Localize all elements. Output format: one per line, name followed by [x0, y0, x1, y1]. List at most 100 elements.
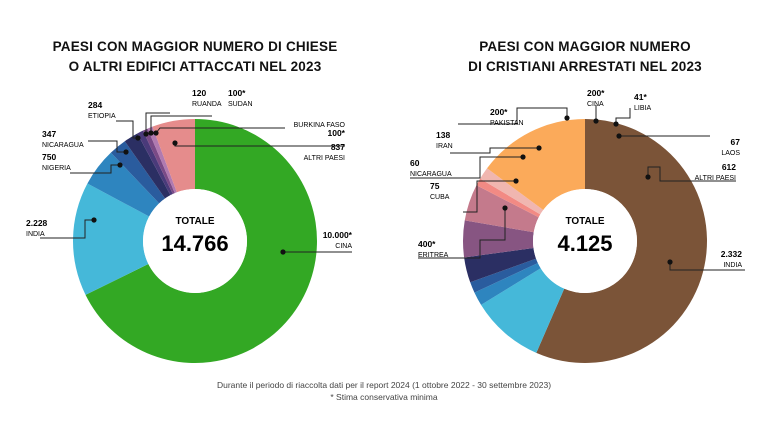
label-value-cuba: 75 [430, 181, 440, 191]
slice-iran [464, 248, 537, 283]
label-value-nicaragua: 347 [42, 129, 56, 139]
label-value-eritrea: 400* [418, 239, 436, 249]
slice-cuba [474, 262, 541, 305]
leader-line-india [40, 219, 94, 239]
label-name-cuba: CUBA [430, 194, 450, 201]
footnote-star: * Stima conservativa minima [330, 392, 438, 402]
slice-nicaragua [470, 258, 538, 293]
leader-dot-burkina-faso [153, 130, 159, 136]
label-name-eritrea: ERITREA [418, 252, 449, 259]
leader-line-nicaragua [410, 156, 523, 179]
label-name-cina: CINA [335, 243, 352, 250]
label-value-nigeria: 750 [42, 152, 56, 162]
slice-burkina-faso [147, 126, 177, 194]
donut-hole [143, 189, 247, 293]
donut-hole [533, 189, 637, 293]
slice-etiopia [124, 133, 171, 199]
total-value: 4.125 [557, 231, 612, 256]
total-label: TOTALE [175, 216, 214, 227]
leader-dot-eritrea [502, 205, 508, 211]
label-value-etiopia: 284 [88, 100, 102, 110]
slice-sudan [142, 128, 175, 194]
footnote: Durante il periodo di riaccolta dati per… [216, 380, 552, 390]
label-value-sudan: 100* [228, 88, 246, 98]
chart1-title-line1: PAESI CON MAGGIOR NUMERO DI CHIESE [52, 39, 338, 54]
label-name-nicaragua: NICARAGUA [410, 171, 452, 178]
label-name-nicaragua: NICARAGUA [42, 142, 84, 149]
leader-dot-libia [613, 121, 619, 127]
total-value: 14.766 [161, 231, 228, 256]
leader-line-nicaragua [88, 140, 126, 153]
label-name-burkina-faso: BURKINA FASO [294, 122, 346, 129]
leader-dot-cina [593, 118, 599, 124]
leader-line-libia [615, 108, 631, 124]
leader-dot-ruanda [143, 131, 149, 137]
label-value-burkina-faso: 100* [328, 128, 346, 138]
chart1-title-line2: O ALTRI EDIFICI ATTACCATI NEL 2023 [68, 59, 322, 74]
label-value-cina: 10.000* [323, 230, 353, 240]
leader-dot-altri-paesi [645, 174, 651, 180]
chart1-title: PAESI CON MAGGIOR NUMERO DI CHIESE O ALT… [40, 37, 350, 77]
label-value-pakistan: 200* [490, 107, 508, 117]
label-value-india: 2.228 [26, 218, 48, 228]
label-value-altri-paesi: 837 [331, 142, 345, 152]
label-name-altri-paesi: ALTRI PAESI [304, 155, 345, 162]
slice-pakistan [462, 220, 534, 258]
leader-line-sudan [150, 115, 212, 133]
leader-dot-laos [616, 133, 622, 139]
label-name-cina: CINA [587, 101, 604, 108]
slice-altri-paesi [487, 119, 585, 211]
slice-libia [476, 178, 541, 218]
slice-ruanda [137, 130, 173, 196]
label-name-india: INDIA [26, 231, 45, 238]
label-value-laos: 67 [731, 137, 741, 147]
donut-chart-2: TOTALE 4.125 2.332 INDIA 400* ERITREA 75 CUBA 60… [410, 88, 745, 363]
label-name-altri-paesi: ALTRI PAESI [695, 175, 736, 182]
leader-dot-nicaragua [123, 149, 129, 155]
slice-laos [480, 168, 544, 215]
label-value-iran: 138 [436, 130, 450, 140]
slice-nigeria [87, 152, 160, 217]
slice-cina [464, 185, 539, 233]
slice-nicaragua [110, 141, 166, 204]
leader-dot-iran [536, 145, 542, 151]
leader-line-eritrea [418, 208, 506, 259]
leader-line-iran [450, 147, 539, 154]
label-value-nicaragua: 60 [410, 158, 420, 168]
label-name-iran: IRAN [436, 143, 453, 150]
label-name-sudan: SUDAN [228, 101, 253, 108]
slice-india [536, 119, 707, 363]
label-name-ruanda: RUANDA [192, 101, 222, 108]
slice-cina [85, 119, 318, 363]
label-value-ruanda: 120 [192, 88, 206, 98]
label-name-libia: LIBIA [634, 105, 651, 112]
label-name-pakistan: PAKISTAN [490, 120, 524, 127]
slice-altri-paesi [152, 119, 195, 193]
leader-dot-altri-paesi [172, 140, 178, 146]
donut-chart-1: TOTALE 14.766 10.000* CINA 2.228 INDIA 750 NIGE… [26, 88, 353, 363]
leader-line-cuba [463, 180, 516, 213]
slice-india [72, 183, 150, 295]
leader-dot-sudan [148, 130, 154, 136]
chart2-title-line2: DI CRISTIANI ARRESTATI NEL 2023 [468, 59, 702, 74]
leader-line-pakistan [458, 107, 568, 125]
leader-dot-india [91, 217, 97, 223]
leader-dot-cina [280, 249, 286, 255]
leader-line-india [669, 262, 745, 271]
leader-line-altri-paesi [647, 166, 736, 182]
leader-dot-pakistan [564, 115, 570, 121]
leader-dot-india [667, 259, 673, 265]
label-value-libia: 41* [634, 92, 647, 102]
label-name-india: INDIA [723, 262, 742, 269]
leader-dot-cuba [513, 178, 519, 184]
slice-eritrea [481, 268, 565, 353]
chart2-title-line1: PAESI CON MAGGIOR NUMERO [479, 39, 691, 54]
chart2-title: PAESI CON MAGGIOR NUMERO DI CRISTIANI AR… [420, 37, 750, 77]
leader-dot-nicaragua [520, 154, 526, 160]
total-label: TOTALE [565, 216, 604, 227]
label-name-laos: LAOS [721, 150, 740, 157]
label-name-nigeria: NIGERIA [42, 165, 71, 172]
leader-line-nigeria [70, 164, 120, 174]
leader-dot-etiopia [135, 135, 141, 141]
